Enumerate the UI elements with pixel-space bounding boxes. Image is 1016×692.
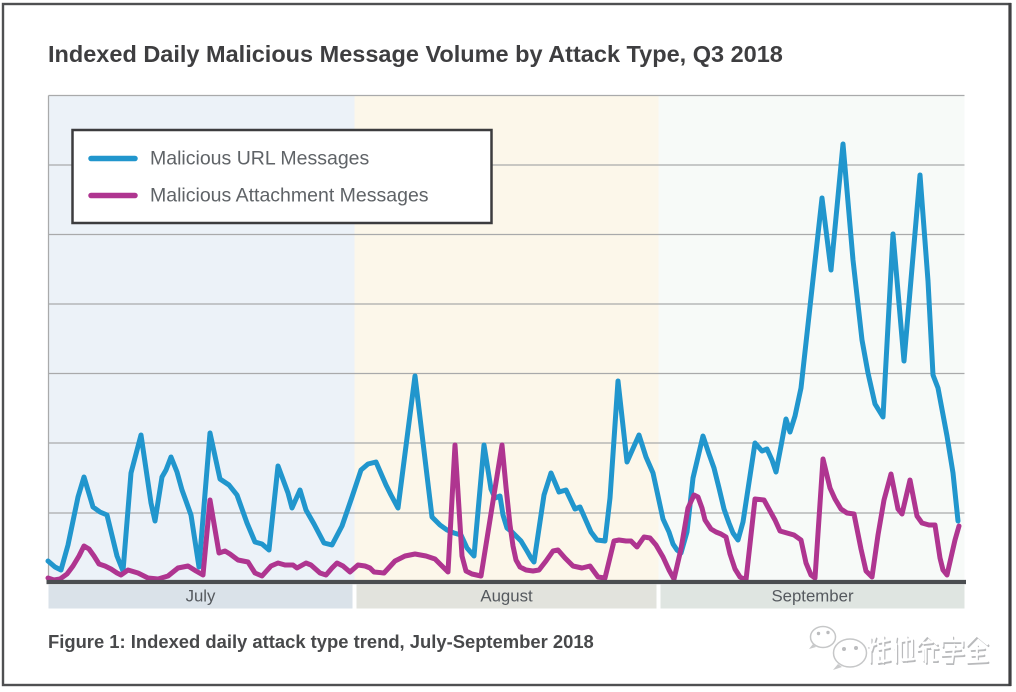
svg-text:Malicious Attachment Messages: Malicious Attachment Messages — [150, 185, 429, 207]
svg-text:Figure 1: Indexed daily attack: Figure 1: Indexed daily attack type tren… — [48, 631, 594, 652]
svg-text:Indexed Daily Malicious Messag: Indexed Daily Malicious Message Volume b… — [48, 41, 783, 67]
svg-text:August: August — [480, 587, 533, 606]
svg-text:September: September — [771, 587, 853, 606]
svg-text:Malicious URL Messages: Malicious URL Messages — [150, 148, 370, 170]
svg-text:July: July — [186, 587, 216, 606]
